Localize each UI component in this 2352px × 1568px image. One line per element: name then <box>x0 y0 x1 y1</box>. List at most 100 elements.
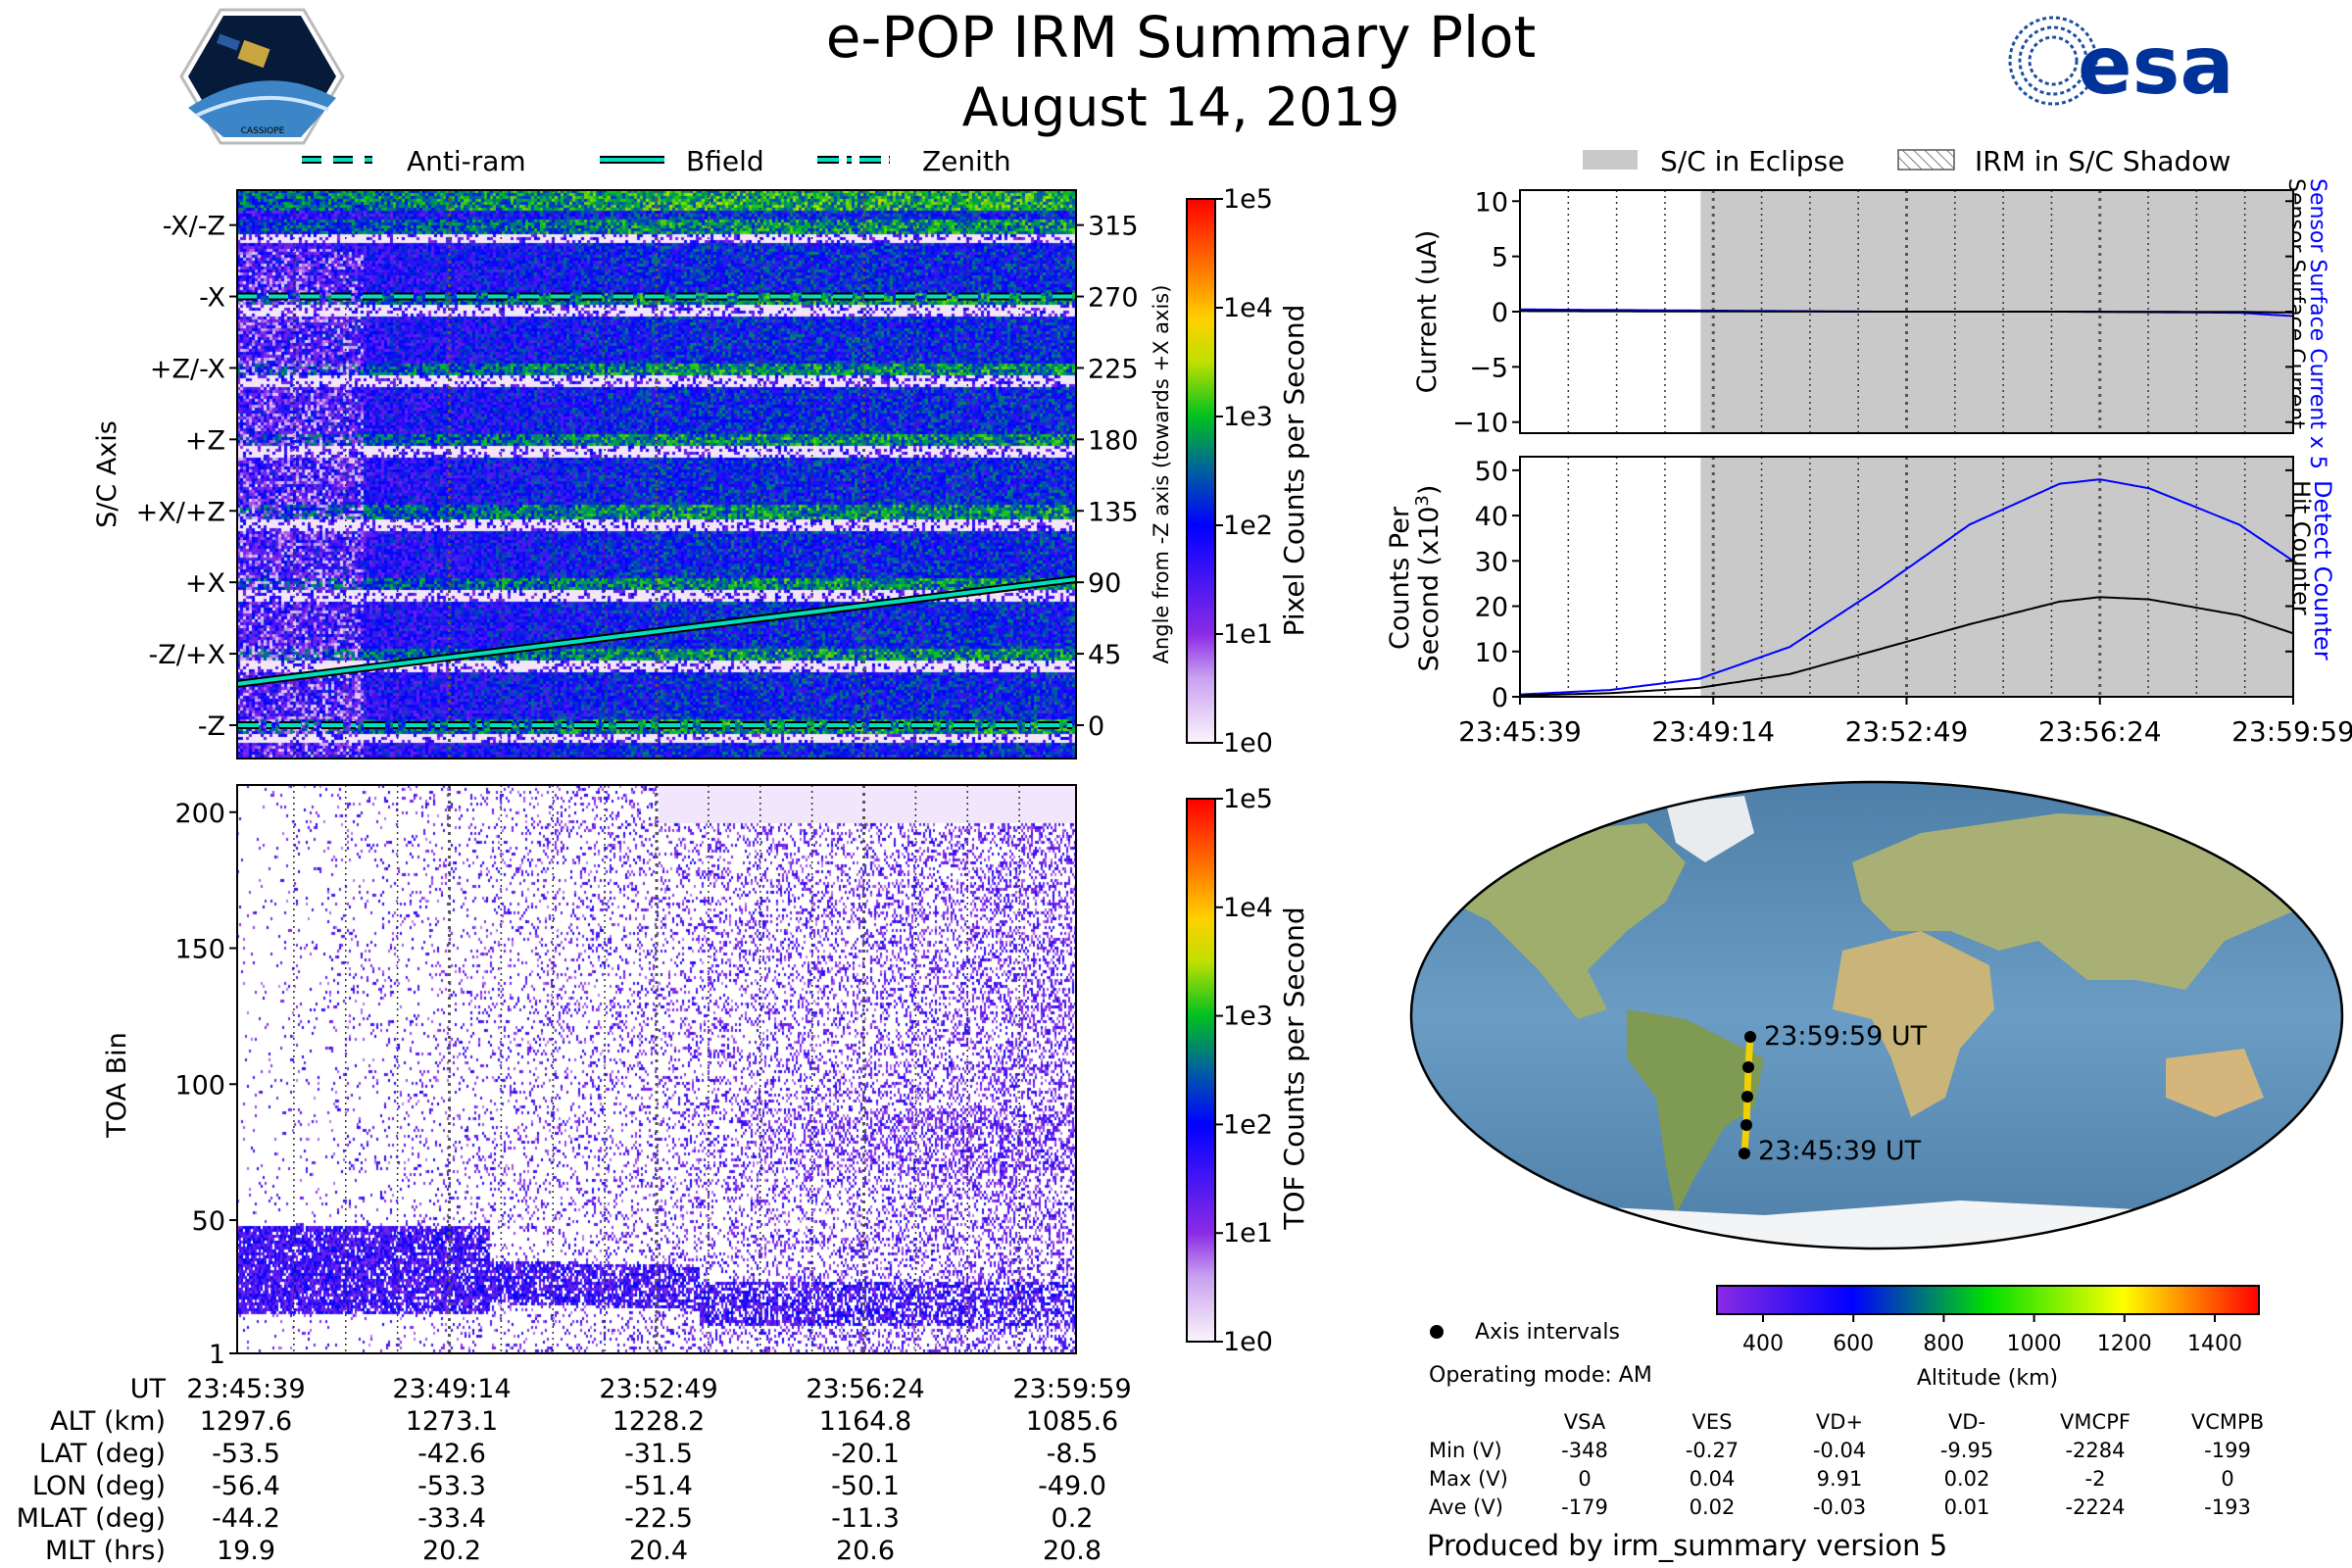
bfield-line <box>236 576 1077 686</box>
counts-plot-series-detect-counter <box>1519 478 2294 696</box>
ephemeris-row-label: MLAT (deg) <box>17 1503 166 1534</box>
track-point <box>1739 1148 1750 1159</box>
time-tick-label: 23:52:49 <box>1845 715 1969 748</box>
track-start-label: 23:45:39 UT <box>1758 1136 1922 1166</box>
angle-tick-label: 90 <box>1088 568 1121 599</box>
counts-plot-tick-label: 30 <box>1475 547 1508 577</box>
current-ylabel: Current (uA) <box>1412 230 1443 394</box>
counts-ylabel-1: Counts Per <box>1385 506 1415 650</box>
angle-tick-label: 315 <box>1088 212 1139 242</box>
tof-spectrogram-frame <box>236 784 1077 1354</box>
pixel-spectrogram-frame <box>236 189 1077 760</box>
colorbar-tick-label: 1e3 <box>1223 1002 1273 1032</box>
voltage-value: -2284 <box>2065 1439 2125 1462</box>
sc-axis-tick-label: -Z/+X <box>149 640 225 670</box>
ephemeris-row-label: MLT (hrs) <box>45 1536 166 1566</box>
voltage-value: 0.01 <box>1944 1495 1990 1519</box>
angle-tick-label: 45 <box>1088 640 1121 670</box>
voltage-value: -0.27 <box>1686 1439 1739 1462</box>
current-right-blue: Sensor Surface Current x 5 <box>2305 178 2329 469</box>
colorbar-tick-label: 1e1 <box>1223 1218 1273 1249</box>
voltage-header: VES <box>1692 1410 1733 1434</box>
esa-logo: esa <box>2008 16 2234 113</box>
counts-plot-eclipse-region <box>1700 457 2293 697</box>
world-map: 23:59:59 UT 23:45:39 UT <box>1409 780 2344 1250</box>
current-plot-series-sensor-surface-current <box>1520 310 2293 314</box>
voltage-row-label: Ave (V) <box>1429 1495 1503 1519</box>
angle-tick-label: 0 <box>1088 711 1104 742</box>
altitude-label: Altitude (km) <box>1917 1366 2058 1391</box>
colorbar-tick-label: 1e0 <box>1223 728 1273 759</box>
tof-cbar-label: TOF Counts per Second <box>1278 906 1310 1230</box>
sc-axis-tick-label: +X/+Z <box>136 497 225 527</box>
voltage-header: VMCPF <box>2060 1410 2131 1434</box>
ephemeris-value: -50.1 <box>831 1471 900 1501</box>
voltage-value: -2 <box>2085 1467 2106 1491</box>
ephemeris-value: -44.2 <box>212 1503 280 1534</box>
voltage-value: -199 <box>2204 1439 2251 1462</box>
esa-logo-text: esa <box>2078 20 2234 113</box>
sc-axis-tick-label: +X <box>185 568 225 599</box>
altitude-tick-label: 800 <box>1923 1332 1964 1356</box>
ephemeris-value: 1273.1 <box>406 1406 498 1437</box>
current-plot-tick-label: −10 <box>1452 409 1508 439</box>
counts-plot-tick-label: 50 <box>1475 457 1508 487</box>
voltage-row-label: Min (V) <box>1429 1439 1502 1462</box>
ephemeris-row-label: LAT (deg) <box>39 1439 166 1469</box>
ephemeris-value: -51.4 <box>624 1471 693 1501</box>
ephemeris-value: 1297.6 <box>200 1406 292 1437</box>
legend-bfield: Bfield <box>686 145 764 177</box>
ephemeris-value: -42.6 <box>417 1439 486 1469</box>
cassiope-logo-text: CASSIOPE <box>241 126 285 136</box>
continent-africa <box>1833 931 1994 1117</box>
ephemeris-row-label: UT <box>130 1374 167 1404</box>
track-point <box>1740 1119 1752 1131</box>
ephemeris-value: -20.1 <box>831 1439 900 1469</box>
colorbar-tick-label: 1e4 <box>1223 293 1273 323</box>
cassiope-logo: CASSIOPE <box>179 8 345 145</box>
sc-axis-tick-label: -Z <box>198 711 225 742</box>
ephemeris-value: 20.2 <box>422 1536 481 1566</box>
legend-eclipse: S/C in Eclipse <box>1660 145 1844 177</box>
ephemeris-row-label: ALT (km) <box>50 1406 166 1437</box>
ephemeris-value: 23:52:49 <box>599 1374 717 1404</box>
voltage-value: -0.04 <box>1813 1439 1866 1462</box>
altitude-tick-label: 600 <box>1833 1332 1874 1356</box>
counts-plot-tick-label: 40 <box>1475 502 1508 532</box>
angle-tick-label: 180 <box>1088 425 1139 456</box>
angle-tick-label: 135 <box>1088 497 1139 527</box>
ephemeris-value: -22.5 <box>624 1503 693 1534</box>
toa-tick-label: 150 <box>174 935 225 965</box>
toa-tick-label: 1 <box>209 1340 225 1370</box>
eclipse-legend: S/C in Eclipse IRM in S/C Shadow <box>1583 145 2230 177</box>
continent-australia <box>2166 1049 2264 1117</box>
ephemeris-value: 19.9 <box>217 1536 275 1566</box>
voltage-row-label: Max (V) <box>1429 1467 1508 1491</box>
counts-right-blue: Detect Counter <box>2309 480 2336 661</box>
time-tick-label: 23:59:59 <box>2231 715 2352 748</box>
colorbar-tick-label: 1e5 <box>1223 784 1273 814</box>
footer-text: Produced by irm_summary version 5 <box>1427 1529 1947 1562</box>
voltage-value: 9.91 <box>1817 1467 1863 1491</box>
track-point <box>1741 1091 1753 1102</box>
track-end-label: 23:59:59 UT <box>1764 1021 1928 1052</box>
voltage-value: -9.95 <box>1940 1439 1993 1462</box>
altitude-tick-label: 1000 <box>2007 1332 2062 1356</box>
voltage-header: VCMPB <box>2191 1410 2264 1434</box>
ephemeris-value: -11.3 <box>831 1503 900 1534</box>
altitude-tick-label: 1400 <box>2187 1332 2242 1356</box>
ephemeris-value: -56.4 <box>212 1471 280 1501</box>
toa-tick-label: 200 <box>174 799 225 829</box>
counts-plot-tick-label: 10 <box>1475 638 1508 668</box>
time-tick-label: 23:56:24 <box>2038 715 2162 748</box>
counts-ylabel-2: Second (x103) <box>1412 485 1445 672</box>
page-title: e-POP IRM Summary Plot <box>826 4 1537 71</box>
current-plot-tick-label: 0 <box>1492 298 1508 328</box>
voltage-value: -2224 <box>2065 1495 2125 1519</box>
toa-bin-label: TOA Bin <box>102 1032 132 1138</box>
track-point <box>1742 1061 1754 1073</box>
altitude-colorbar <box>1716 1285 2260 1315</box>
ephemeris-value: 23:56:24 <box>806 1374 924 1404</box>
ephemeris-value: -49.0 <box>1038 1471 1106 1501</box>
